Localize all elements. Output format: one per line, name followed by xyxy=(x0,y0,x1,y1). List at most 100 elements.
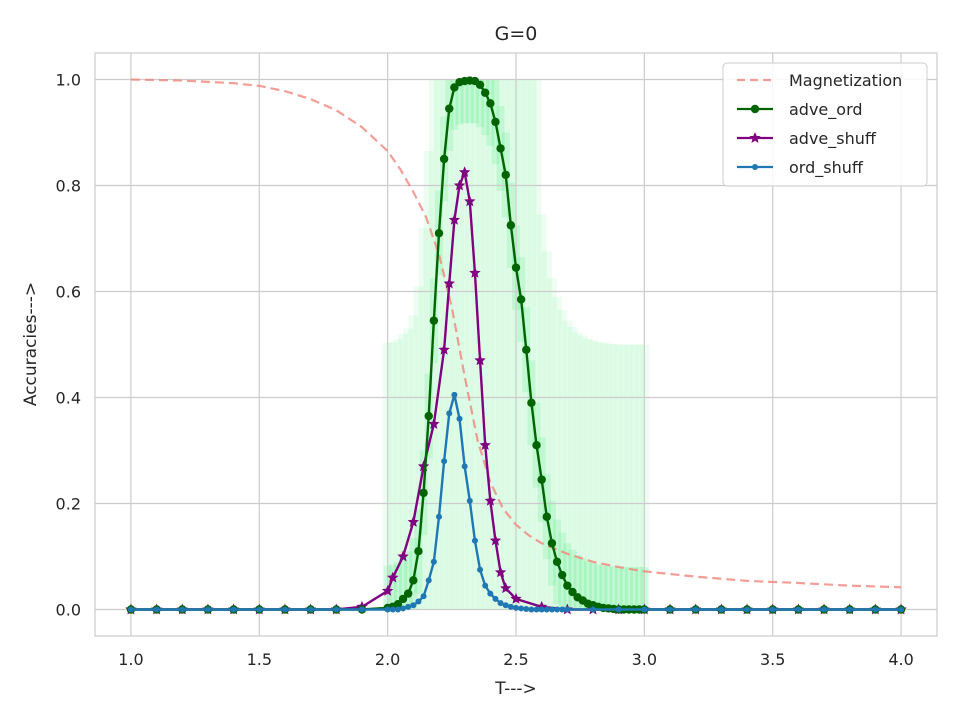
data-point xyxy=(127,606,134,613)
band-column xyxy=(392,339,403,610)
band-column xyxy=(459,79,470,610)
band-column xyxy=(634,344,645,610)
band-column xyxy=(598,342,609,610)
data-point xyxy=(795,606,802,613)
data-point xyxy=(533,606,540,613)
data-point xyxy=(446,410,453,417)
band-core xyxy=(578,558,587,610)
data-point xyxy=(358,606,365,613)
band-core xyxy=(481,79,490,136)
data-point xyxy=(475,80,485,90)
data-point xyxy=(381,584,394,596)
data-point xyxy=(491,117,500,127)
band-core xyxy=(388,564,397,610)
data-point xyxy=(494,566,507,578)
band-core xyxy=(563,543,572,610)
data-point xyxy=(466,497,473,504)
data-point xyxy=(821,606,828,613)
data-point xyxy=(487,590,494,597)
data-point xyxy=(384,606,391,613)
y-axis-label: Accuracies---> xyxy=(21,282,41,406)
data-point xyxy=(417,460,430,472)
data-point xyxy=(153,606,160,613)
data-point xyxy=(393,600,403,609)
data-point xyxy=(532,441,541,450)
band-column xyxy=(428,79,439,610)
band-core xyxy=(460,79,469,124)
band-column xyxy=(557,310,568,610)
series-line-Magnetization xyxy=(130,78,902,589)
data-point xyxy=(558,570,567,580)
y-tick-label: 0.0 xyxy=(56,601,81,620)
data-point xyxy=(394,606,401,613)
band-column xyxy=(387,341,398,610)
data-point xyxy=(450,83,459,92)
data-point xyxy=(489,534,502,546)
legend-box xyxy=(722,62,928,187)
data-point xyxy=(419,488,428,498)
y-tick-label: 0.2 xyxy=(56,495,81,514)
band-core xyxy=(589,562,598,610)
band-core xyxy=(594,564,603,610)
band-column xyxy=(444,79,455,610)
data-point xyxy=(510,592,522,604)
band-column xyxy=(433,79,444,610)
data-point xyxy=(496,144,505,153)
data-point xyxy=(846,606,853,613)
band-column xyxy=(567,327,578,610)
band-column xyxy=(536,214,547,610)
legend-label: ord_shuff xyxy=(789,158,864,178)
data-point xyxy=(522,345,531,354)
data-point xyxy=(554,606,561,613)
data-point xyxy=(590,606,597,613)
legend-marker xyxy=(750,104,760,114)
x-axis-label: T---> xyxy=(494,679,536,699)
data-point xyxy=(480,88,490,97)
band-core xyxy=(568,549,577,610)
data-point xyxy=(502,602,509,609)
x-tick-label: 3.5 xyxy=(760,650,785,669)
band-column xyxy=(516,79,527,610)
data-point xyxy=(615,606,622,613)
data-point xyxy=(397,550,409,562)
data-point xyxy=(435,513,442,520)
band-core xyxy=(450,79,459,130)
data-point xyxy=(407,516,420,527)
band-column xyxy=(495,79,506,610)
data-point xyxy=(527,398,536,407)
band-column xyxy=(505,79,516,610)
data-point xyxy=(516,295,526,304)
data-point xyxy=(403,589,413,598)
band-core xyxy=(604,566,613,610)
band-column xyxy=(603,343,614,610)
data-point xyxy=(744,606,751,613)
data-point xyxy=(414,547,423,556)
data-point xyxy=(409,576,418,585)
legend-label: adve_shuff xyxy=(789,129,877,149)
legend-label: Magnetization xyxy=(789,71,902,90)
data-point xyxy=(511,263,521,272)
x-tick-label: 3.0 xyxy=(632,650,657,669)
band-column xyxy=(526,79,537,610)
band-core xyxy=(635,567,644,610)
data-point xyxy=(552,557,562,566)
band-column xyxy=(618,344,629,610)
tick-labels: 1.0 1.5 2.0 2.5 3.0 3.5 4.0 0.0 0.2 0.4 0.6 0.8 1.0 xyxy=(56,71,914,670)
series-Magnetization xyxy=(130,78,902,589)
band-core xyxy=(599,565,608,610)
x-tick-label: 4.0 xyxy=(888,650,913,669)
x-tick-label: 1.0 xyxy=(118,650,143,669)
data-point xyxy=(523,605,530,612)
data-point xyxy=(548,606,555,613)
data-point xyxy=(497,600,504,607)
band-core xyxy=(393,561,402,610)
data-point xyxy=(448,213,461,225)
band-core xyxy=(573,554,582,610)
data-point xyxy=(410,602,417,609)
y-tick-label: 0.6 xyxy=(56,283,81,302)
data-point xyxy=(281,606,288,613)
band-column xyxy=(582,338,593,610)
band-column xyxy=(572,332,583,610)
data-point xyxy=(506,221,516,230)
